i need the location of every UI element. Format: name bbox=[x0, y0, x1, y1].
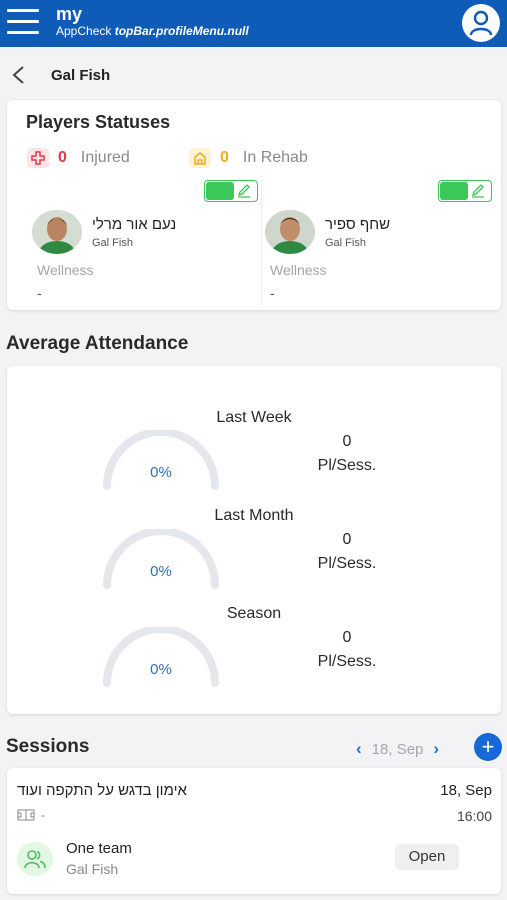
session-card[interactable]: אימון בדגש על התקפה ועוד 18, Sep 16:00 -… bbox=[7, 768, 501, 894]
players-statuses-card: Players Statuses 0 Injured 0 In Rehab נע… bbox=[7, 100, 501, 310]
player-card[interactable]: נעם אור מרלי Gal Fish Wellness - bbox=[32, 180, 262, 308]
attendance-unit: Pl/Sess. bbox=[317, 457, 377, 474]
players-statuses-title: Players Statuses bbox=[26, 112, 171, 132]
gauge-percent: 0% bbox=[150, 563, 172, 580]
attendance-gauge bbox=[103, 430, 219, 490]
rehab-stat[interactable]: 0 In Rehab bbox=[189, 148, 308, 168]
player-status-toggle[interactable] bbox=[204, 180, 258, 202]
user-profile-button[interactable] bbox=[462, 4, 500, 42]
attendance-count: 0 bbox=[342, 629, 352, 646]
player-card[interactable]: שחף ספיר Gal Fish Wellness - bbox=[265, 180, 495, 308]
session-meta: - bbox=[17, 808, 45, 822]
hamburger-menu-icon[interactable] bbox=[7, 9, 40, 35]
attendance-gauge bbox=[103, 627, 219, 687]
add-session-button[interactable]: + bbox=[474, 733, 502, 761]
period-label: Last Month bbox=[214, 507, 294, 524]
chevron-left-icon[interactable] bbox=[8, 64, 30, 86]
gauge-percent: 0% bbox=[150, 661, 172, 678]
page-title: Gal Fish bbox=[51, 67, 111, 84]
team-avatar bbox=[17, 842, 53, 876]
session-status-badge[interactable]: Open bbox=[395, 844, 459, 870]
player-avatar bbox=[265, 210, 315, 254]
app-subtitle: AppCheck topBar.profileMenu.null bbox=[56, 24, 249, 38]
player-team: Gal Fish bbox=[325, 237, 366, 249]
injured-label: Injured bbox=[80, 149, 130, 166]
attendance-unit: Pl/Sess. bbox=[317, 555, 377, 572]
rehab-count: 0 bbox=[220, 149, 229, 166]
player-avatar bbox=[32, 210, 82, 254]
session-time: 16:00 bbox=[456, 808, 492, 824]
gauge-percent: 0% bbox=[150, 464, 172, 481]
injured-stat[interactable]: 0 Injured bbox=[27, 148, 130, 168]
player-team: Gal Fish bbox=[92, 237, 133, 249]
rehab-house-icon bbox=[189, 148, 211, 168]
session-date: 18, Sep bbox=[440, 782, 492, 799]
wellness-label: Wellness bbox=[37, 262, 94, 278]
top-bar: my AppCheck topBar.profileMenu.null bbox=[0, 0, 507, 47]
attendance-count: 0 bbox=[342, 531, 352, 548]
medical-cross-icon bbox=[27, 148, 49, 168]
attendance-card: Last Week 0% 0 Pl/Sess. Last Month 0% 0 … bbox=[7, 366, 501, 714]
player-status-toggle[interactable] bbox=[438, 180, 492, 202]
player-name: נעם אור מרלי bbox=[92, 216, 177, 233]
attendance-unit: Pl/Sess. bbox=[317, 653, 377, 670]
app-brand: my bbox=[56, 4, 83, 24]
session-name: אימון בדגש על התקפה ועוד bbox=[17, 782, 187, 799]
session-team-sub: Gal Fish bbox=[66, 861, 119, 877]
attendance-gauge bbox=[103, 529, 219, 589]
player-name: שחף ספיר bbox=[325, 216, 391, 233]
injured-count: 0 bbox=[58, 149, 67, 166]
wellness-label: Wellness bbox=[270, 262, 327, 278]
attendance-section-title: Average Attendance bbox=[6, 333, 189, 354]
wellness-value: - bbox=[37, 285, 42, 301]
wellness-value: - bbox=[270, 285, 275, 301]
session-date-nav: ‹ 18, Sep › bbox=[356, 739, 439, 759]
team-icon bbox=[24, 850, 46, 869]
chevron-right-icon[interactable]: › bbox=[433, 739, 440, 758]
user-profile-icon bbox=[469, 10, 493, 36]
attendance-count: 0 bbox=[342, 433, 352, 450]
period-label: Season bbox=[226, 605, 282, 622]
edit-pencil-icon bbox=[471, 184, 484, 198]
edit-pencil-icon bbox=[237, 184, 250, 198]
session-team-name: One team bbox=[66, 840, 132, 857]
chevron-left-icon[interactable]: ‹ bbox=[356, 739, 362, 758]
sessions-section-title: Sessions bbox=[6, 736, 90, 757]
field-icon bbox=[17, 809, 35, 821]
rehab-label: In Rehab bbox=[242, 149, 308, 166]
session-nav-date: 18, Sep bbox=[371, 740, 424, 758]
period-label: Last Week bbox=[216, 409, 292, 426]
